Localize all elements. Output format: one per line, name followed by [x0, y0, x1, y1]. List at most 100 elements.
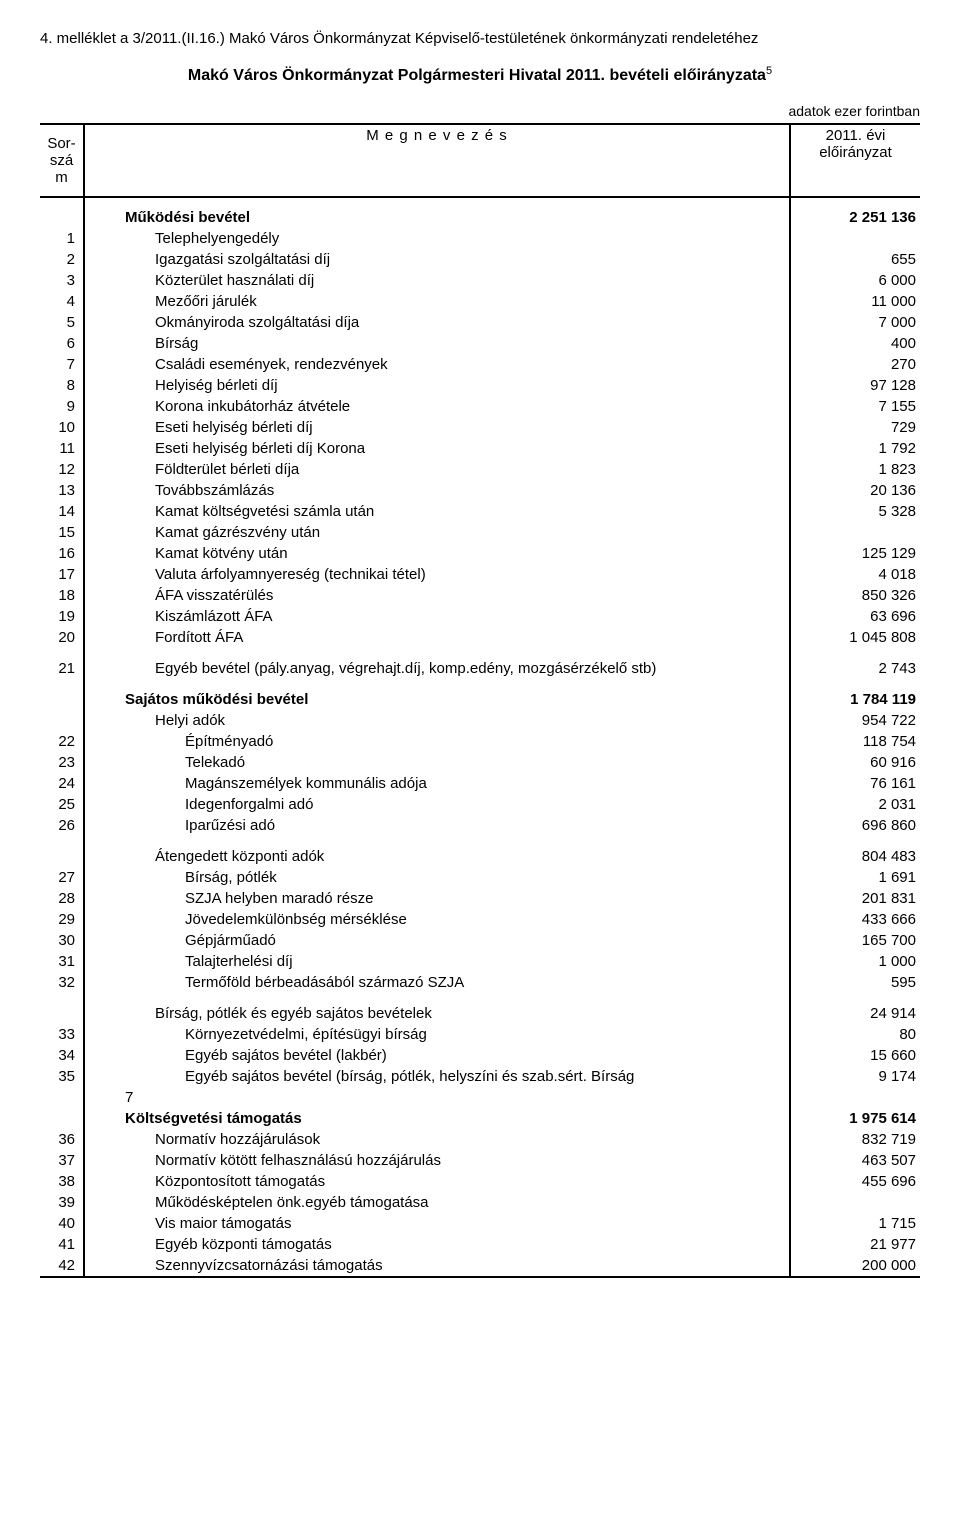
table-row: 11Eseti helyiség bérleti díj Korona1 792	[40, 438, 920, 459]
units-label: adatok ezer forintban	[40, 103, 920, 119]
col-header-value: 2011. évi előirányzat	[790, 124, 920, 197]
row-label: Normatív hozzájárulások	[84, 1129, 790, 1150]
row-number: 41	[40, 1234, 84, 1255]
table-row: 42Szennyvízcsatornázási támogatás200 000	[40, 1255, 920, 1277]
table-row: 5Okmányiroda szolgáltatási díja7 000	[40, 312, 920, 333]
table-row: 32Termőföld bérbeadásából származó SZJA5…	[40, 972, 920, 993]
table-row: 41Egyéb központi támogatás21 977	[40, 1234, 920, 1255]
row-label: Bírság, pótlék	[84, 867, 790, 888]
row-number: 5	[40, 312, 84, 333]
table-row: 29Jövedelemkülönbség mérséklése433 666	[40, 909, 920, 930]
row-label: Fordított ÁFA	[84, 627, 790, 648]
row-number: 4	[40, 291, 84, 312]
row-number: 23	[40, 752, 84, 773]
row-number: 1	[40, 228, 84, 249]
row-number: 16	[40, 543, 84, 564]
row-number: 14	[40, 501, 84, 522]
col-header-num: Sor-szá m	[40, 124, 84, 197]
row-number: 24	[40, 773, 84, 794]
row-number: 22	[40, 731, 84, 752]
row-number: 32	[40, 972, 84, 993]
table-row: 4Mezőőri járulék11 000	[40, 291, 920, 312]
row-value: 97 128	[790, 375, 920, 396]
table-row: 7Családi események, rendezvények270	[40, 354, 920, 375]
row-number: 17	[40, 564, 84, 585]
row-number: 40	[40, 1213, 84, 1234]
row-label: Mezőőri járulék	[84, 291, 790, 312]
row-number: 42	[40, 1255, 84, 1277]
table-row: 22Építményadó118 754	[40, 731, 920, 752]
table-row: 35Egyéb sajátos bevétel (bírság, pótlék,…	[40, 1066, 920, 1087]
row-label: Kamat gázrészvény után	[84, 522, 790, 543]
row-value: 1 975 614	[790, 1108, 920, 1129]
row-value: 4 018	[790, 564, 920, 585]
row-value: 1 715	[790, 1213, 920, 1234]
table-row	[40, 679, 920, 689]
col-header-name: M e g n e v e z é s	[84, 124, 790, 197]
row-value: 400	[790, 333, 920, 354]
row-label: SZJA helyben maradó része	[84, 888, 790, 909]
table-row: 18ÁFA visszatérülés850 326	[40, 585, 920, 606]
row-number: 36	[40, 1129, 84, 1150]
row-number: 38	[40, 1171, 84, 1192]
table-row: 36Normatív hozzájárulások832 719	[40, 1129, 920, 1150]
row-label: Helyiség bérleti díj	[84, 375, 790, 396]
table-row: 16Kamat kötvény után125 129	[40, 543, 920, 564]
table-row	[40, 648, 920, 658]
row-value: 655	[790, 249, 920, 270]
table-row: 33Környezetvédelmi, építésügyi bírság80	[40, 1024, 920, 1045]
row-number: 30	[40, 930, 84, 951]
row-label: Telephelyengedély	[84, 228, 790, 249]
row-number	[40, 1003, 84, 1024]
row-number: 33	[40, 1024, 84, 1045]
table-row: 28SZJA helyben maradó része201 831	[40, 888, 920, 909]
row-value: 125 129	[790, 543, 920, 564]
row-value: 5 328	[790, 501, 920, 522]
row-value: 696 860	[790, 815, 920, 836]
row-number: 6	[40, 333, 84, 354]
row-label: Közterület használati díj	[84, 270, 790, 291]
row-value: 24 914	[790, 1003, 920, 1024]
row-label: ÁFA visszatérülés	[84, 585, 790, 606]
table-row: 7	[40, 1087, 920, 1108]
table-header-row: Sor-szá m M e g n e v e z é s 2011. évi …	[40, 124, 920, 197]
row-value: 2 743	[790, 658, 920, 679]
table-row: 14Kamat költségvetési számla után5 328	[40, 501, 920, 522]
row-value: 7 155	[790, 396, 920, 417]
row-value: 463 507	[790, 1150, 920, 1171]
row-number: 19	[40, 606, 84, 627]
row-number: 8	[40, 375, 84, 396]
table-row: 34Egyéb sajátos bevétel (lakbér)15 660	[40, 1045, 920, 1066]
row-number	[40, 689, 84, 710]
table-row: 40Vis maior támogatás1 715	[40, 1213, 920, 1234]
row-label: Földterület bérleti díja	[84, 459, 790, 480]
row-label: Családi események, rendezvények	[84, 354, 790, 375]
row-label: Iparűzési adó	[84, 815, 790, 836]
row-value: 1 823	[790, 459, 920, 480]
table-row: 17Valuta árfolyamnyereség (technikai tét…	[40, 564, 920, 585]
col-header-value-line2: előirányzat	[797, 144, 914, 161]
row-number: 20	[40, 627, 84, 648]
table-row: 2Igazgatási szolgáltatási díj655	[40, 249, 920, 270]
row-label: Kamat kötvény után	[84, 543, 790, 564]
row-number: 29	[40, 909, 84, 930]
row-value: 80	[790, 1024, 920, 1045]
row-label: Termőföld bérbeadásából származó SZJA	[84, 972, 790, 993]
table-row: Helyi adók954 722	[40, 710, 920, 731]
row-label: Normatív kötött felhasználású hozzájárul…	[84, 1150, 790, 1171]
title-sup: 5	[766, 65, 772, 77]
header-line: 4. melléklet a 3/2011.(II.16.) Makó Váro…	[40, 30, 920, 47]
row-label: Vis maior támogatás	[84, 1213, 790, 1234]
row-label: Jövedelemkülönbség mérséklése	[84, 909, 790, 930]
table-row: 26Iparűzési adó696 860	[40, 815, 920, 836]
row-number: 9	[40, 396, 84, 417]
row-value: 76 161	[790, 773, 920, 794]
row-value: 270	[790, 354, 920, 375]
table-row: 1Telephelyengedély	[40, 228, 920, 249]
table-row	[40, 197, 920, 207]
row-label: Egyéb központi támogatás	[84, 1234, 790, 1255]
row-number	[40, 710, 84, 731]
row-label: Valuta árfolyamnyereség (technikai tétel…	[84, 564, 790, 585]
table-row: 37Normatív kötött felhasználású hozzájár…	[40, 1150, 920, 1171]
row-label: Telekadó	[84, 752, 790, 773]
